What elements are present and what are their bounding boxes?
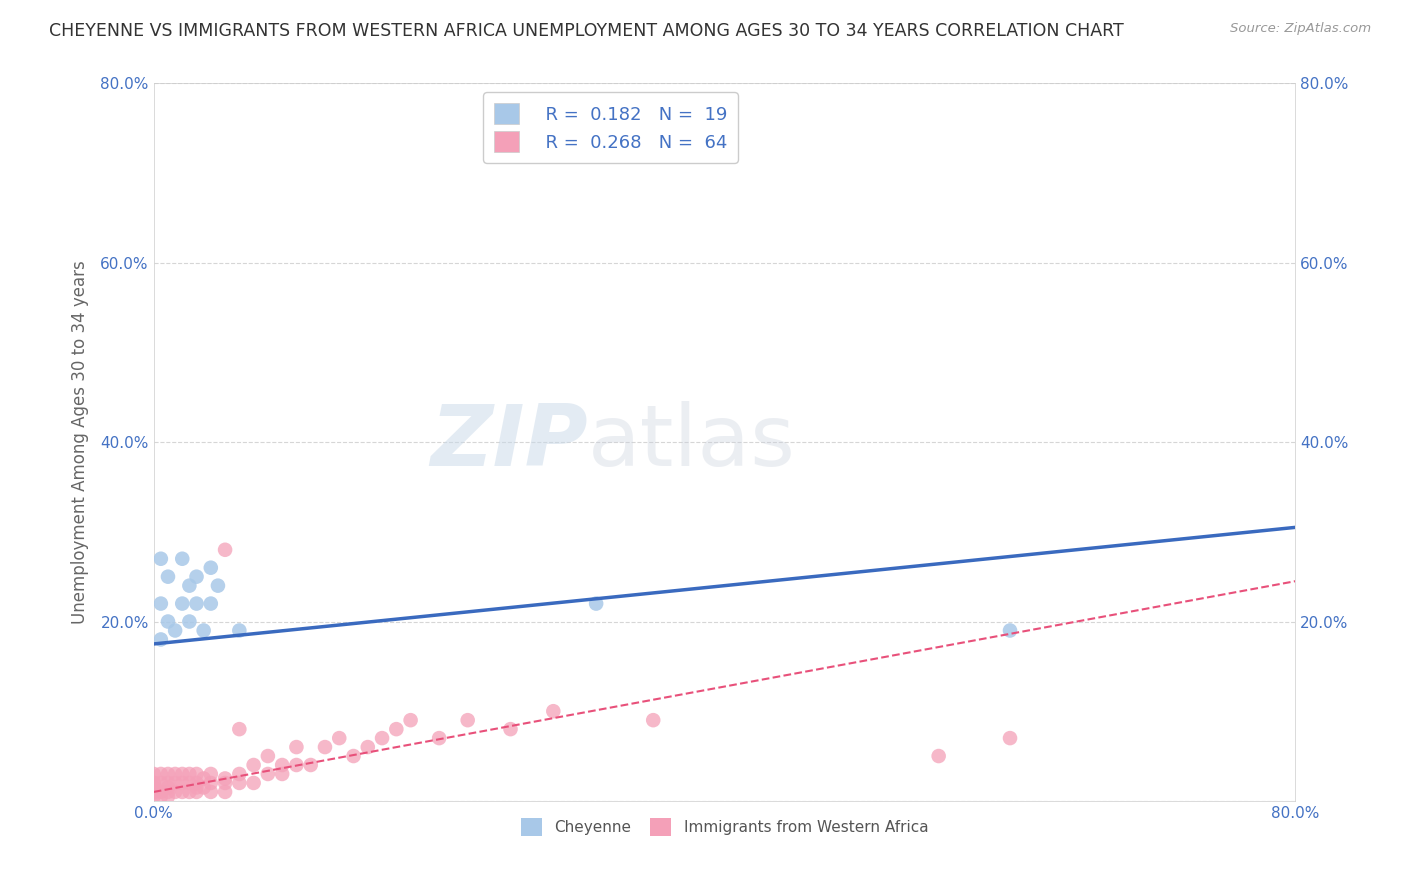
- Y-axis label: Unemployment Among Ages 30 to 34 years: Unemployment Among Ages 30 to 34 years: [72, 260, 89, 624]
- Point: [142, 785, 165, 799]
- Point: [172, 551, 194, 566]
- Point: [214, 542, 236, 557]
- Text: atlas: atlas: [588, 401, 796, 483]
- Point: [186, 767, 208, 781]
- Point: [149, 551, 172, 566]
- Point: [299, 758, 322, 772]
- Point: [228, 776, 250, 790]
- Point: [186, 570, 208, 584]
- Point: [200, 785, 222, 799]
- Point: [928, 749, 950, 764]
- Point: [165, 767, 187, 781]
- Point: [165, 624, 187, 638]
- Point: [172, 767, 194, 781]
- Point: [149, 776, 172, 790]
- Point: [314, 740, 336, 755]
- Point: [179, 615, 201, 629]
- Point: [207, 579, 229, 593]
- Point: [172, 597, 194, 611]
- Point: [193, 772, 215, 786]
- Point: [156, 780, 179, 795]
- Point: [186, 597, 208, 611]
- Point: [214, 776, 236, 790]
- Point: [328, 731, 350, 745]
- Point: [172, 776, 194, 790]
- Text: Source: ZipAtlas.com: Source: ZipAtlas.com: [1230, 22, 1371, 36]
- Point: [271, 758, 294, 772]
- Point: [385, 722, 408, 736]
- Text: ZIP: ZIP: [430, 401, 588, 483]
- Point: [142, 767, 165, 781]
- Point: [228, 767, 250, 781]
- Point: [242, 758, 264, 772]
- Point: [499, 722, 522, 736]
- Legend: Cheyenne, Immigrants from Western Africa: Cheyenne, Immigrants from Western Africa: [513, 811, 936, 844]
- Point: [228, 624, 250, 638]
- Point: [371, 731, 394, 745]
- Point: [149, 789, 172, 804]
- Point: [399, 713, 422, 727]
- Point: [271, 767, 294, 781]
- Point: [193, 624, 215, 638]
- Point: [228, 722, 250, 736]
- Point: [643, 713, 665, 727]
- Point: [165, 785, 187, 799]
- Point: [156, 570, 179, 584]
- Point: [285, 758, 308, 772]
- Point: [186, 780, 208, 795]
- Point: [200, 776, 222, 790]
- Point: [142, 780, 165, 795]
- Point: [257, 767, 280, 781]
- Point: [165, 776, 187, 790]
- Point: [172, 785, 194, 799]
- Point: [214, 772, 236, 786]
- Point: [998, 731, 1021, 745]
- Point: [342, 749, 364, 764]
- Point: [200, 560, 222, 574]
- Point: [179, 776, 201, 790]
- Point: [179, 785, 201, 799]
- Point: [543, 704, 565, 718]
- Point: [156, 615, 179, 629]
- Point: [142, 776, 165, 790]
- Point: [186, 785, 208, 799]
- Point: [156, 789, 179, 804]
- Point: [193, 780, 215, 795]
- Point: [585, 597, 607, 611]
- Point: [149, 785, 172, 799]
- Point: [214, 785, 236, 799]
- Point: [457, 713, 479, 727]
- Point: [427, 731, 450, 745]
- Point: [200, 767, 222, 781]
- Point: [142, 776, 165, 790]
- Point: [156, 785, 179, 799]
- Point: [142, 785, 165, 799]
- Point: [357, 740, 380, 755]
- Text: CHEYENNE VS IMMIGRANTS FROM WESTERN AFRICA UNEMPLOYMENT AMONG AGES 30 TO 34 YEAR: CHEYENNE VS IMMIGRANTS FROM WESTERN AFRI…: [49, 22, 1123, 40]
- Point: [998, 624, 1021, 638]
- Point: [179, 579, 201, 593]
- Point: [149, 767, 172, 781]
- Point: [257, 749, 280, 764]
- Point: [156, 776, 179, 790]
- Point: [200, 597, 222, 611]
- Point: [242, 776, 264, 790]
- Point: [142, 789, 165, 804]
- Point: [186, 776, 208, 790]
- Point: [285, 740, 308, 755]
- Point: [149, 597, 172, 611]
- Point: [156, 767, 179, 781]
- Point: [149, 632, 172, 647]
- Point: [179, 767, 201, 781]
